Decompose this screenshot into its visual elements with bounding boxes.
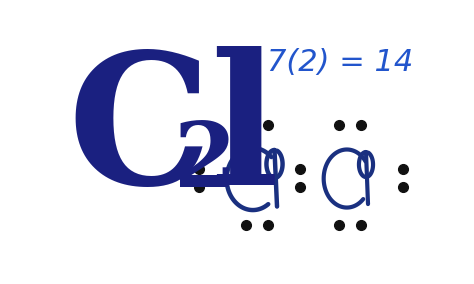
Text: 7(2) = 14: 7(2) = 14 — [267, 48, 413, 77]
Text: Cl: Cl — [67, 46, 279, 222]
Text: 2: 2 — [174, 119, 237, 206]
